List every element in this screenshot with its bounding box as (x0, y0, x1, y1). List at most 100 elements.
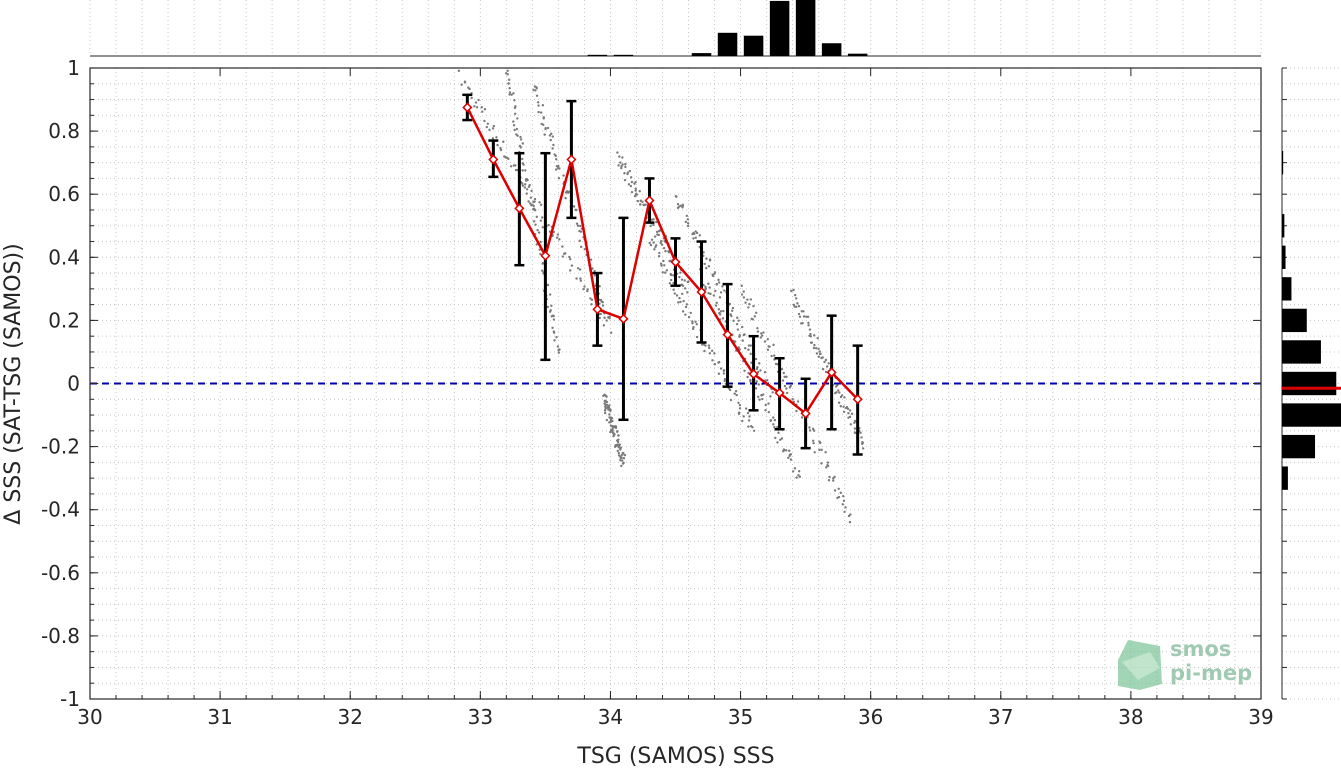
scatter-point (556, 233, 560, 236)
scatter-point (738, 407, 742, 410)
scatter-point (460, 83, 463, 86)
scatter-point (861, 441, 865, 445)
scatter-point (747, 425, 750, 428)
scatter-point (835, 391, 838, 394)
scatter-point (516, 117, 519, 120)
scatter-point (653, 248, 656, 251)
mean-marker (774, 387, 785, 399)
scatter-point (751, 318, 754, 321)
scatter-point (605, 403, 609, 407)
scatter-point (719, 367, 723, 370)
scatter-point (811, 439, 815, 442)
scatter-point (767, 402, 770, 405)
scatter-point (757, 395, 760, 398)
scatter-point (542, 123, 545, 126)
scatter-point (703, 349, 706, 353)
scatter-point (791, 397, 794, 401)
scatter-point (785, 387, 788, 390)
scatter-point (812, 441, 815, 445)
plot-frame (89, 67, 1262, 700)
scatter-point (731, 306, 735, 310)
scatter-point (806, 315, 810, 319)
scatter-point (797, 304, 801, 308)
scatter-point (805, 315, 808, 318)
x-tick-label: 37 (988, 705, 1013, 729)
scatter-point (606, 406, 609, 409)
scatter-point (788, 449, 791, 452)
scatter-point (769, 395, 772, 398)
scatter-point (811, 427, 815, 431)
scatter-point (788, 386, 792, 389)
scatter-point (617, 454, 621, 457)
scatter-point (843, 396, 846, 399)
scatter-point (532, 220, 536, 223)
scatter-point (704, 285, 707, 289)
x-tick-label: 36 (858, 705, 883, 729)
scatter-point (795, 476, 798, 479)
scatter-point (711, 273, 714, 276)
scatter-point (539, 111, 543, 114)
scatter-point (650, 218, 654, 221)
scatter-point (748, 415, 751, 418)
scatter-point (776, 441, 779, 444)
scatter-point (686, 221, 690, 225)
scatter-point (556, 345, 560, 348)
scatter-point (583, 285, 586, 288)
scatter-point (541, 226, 544, 229)
scatter-point (603, 316, 606, 319)
scatter-point (569, 257, 572, 261)
scatter-point (773, 426, 776, 429)
scatter-point (695, 231, 699, 235)
scatter-point (663, 264, 666, 267)
scatter-point (681, 284, 685, 287)
scatter-point (840, 394, 844, 397)
mean-marker (644, 195, 655, 206)
scatter-point (744, 407, 748, 410)
scatter-point (817, 347, 820, 351)
scatter-point (551, 326, 554, 330)
scatter-point (605, 395, 608, 398)
y-histogram-bar (1282, 150, 1284, 175)
scatter-point (737, 319, 740, 322)
scatter-point (820, 356, 823, 360)
scatter-point (552, 143, 555, 147)
scatter-point (507, 82, 510, 85)
scatter-point (763, 340, 767, 343)
scatter-point (488, 128, 491, 132)
scatter-point (521, 142, 524, 145)
scatter-point (767, 410, 771, 414)
scatter-point (797, 312, 801, 316)
x-tick-label: 32 (337, 705, 362, 729)
scatter-point (798, 315, 802, 318)
y-tick-label: 0.6 (48, 182, 80, 206)
scatter-point (848, 415, 852, 419)
scatter-point (709, 292, 712, 296)
scatter-point (719, 313, 722, 316)
mean-marker (696, 286, 707, 298)
scatter-point (579, 277, 582, 280)
scatter-point (684, 313, 687, 316)
scatter-point (491, 127, 495, 130)
scatter-point (714, 289, 717, 293)
scatter-point (793, 467, 797, 470)
scatter-point (748, 302, 751, 306)
scatter-point (740, 284, 743, 287)
scatter-point (611, 426, 614, 430)
scatter-point (807, 321, 810, 325)
scatter-point (754, 387, 758, 390)
scatter-point (554, 168, 558, 171)
scatter-point (561, 255, 565, 258)
scatter-point (785, 449, 788, 452)
scatter-point (557, 164, 560, 168)
scatter-point (629, 176, 633, 179)
scatter-point (705, 257, 708, 260)
scatter-point (539, 240, 542, 244)
scatter-point (527, 200, 530, 203)
scatter-point (578, 239, 581, 243)
scatter-point (630, 180, 634, 184)
scatter-point (681, 310, 685, 313)
scatter-point (668, 282, 672, 285)
scatter-point (486, 122, 490, 125)
mean-marker (592, 304, 603, 315)
scatter-point (742, 296, 746, 299)
